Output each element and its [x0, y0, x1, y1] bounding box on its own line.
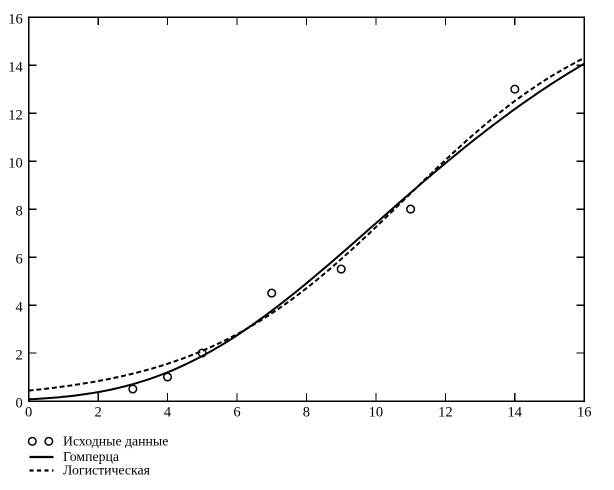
svg-text:2: 2: [16, 347, 23, 363]
svg-text:2: 2: [94, 405, 101, 421]
svg-text:Логистическая: Логистическая: [63, 463, 151, 478]
svg-text:6: 6: [16, 251, 23, 267]
svg-text:14: 14: [508, 405, 523, 421]
svg-text:8: 8: [16, 203, 23, 219]
svg-text:Исходные данные: Исходные данные: [63, 434, 168, 449]
svg-text:12: 12: [8, 107, 23, 123]
svg-text:16: 16: [8, 12, 23, 28]
svg-text:12: 12: [438, 405, 453, 421]
svg-text:8: 8: [303, 405, 310, 421]
svg-text:4: 4: [16, 299, 24, 315]
svg-text:0: 0: [25, 405, 32, 421]
svg-text:Гомперца: Гомперца: [63, 449, 119, 464]
svg-text:10: 10: [369, 405, 384, 421]
svg-text:6: 6: [233, 405, 240, 421]
svg-text:16: 16: [577, 405, 592, 421]
svg-text:0: 0: [16, 395, 23, 411]
svg-text:10: 10: [8, 155, 23, 171]
svg-text:14: 14: [8, 60, 23, 76]
svg-text:4: 4: [164, 405, 172, 421]
